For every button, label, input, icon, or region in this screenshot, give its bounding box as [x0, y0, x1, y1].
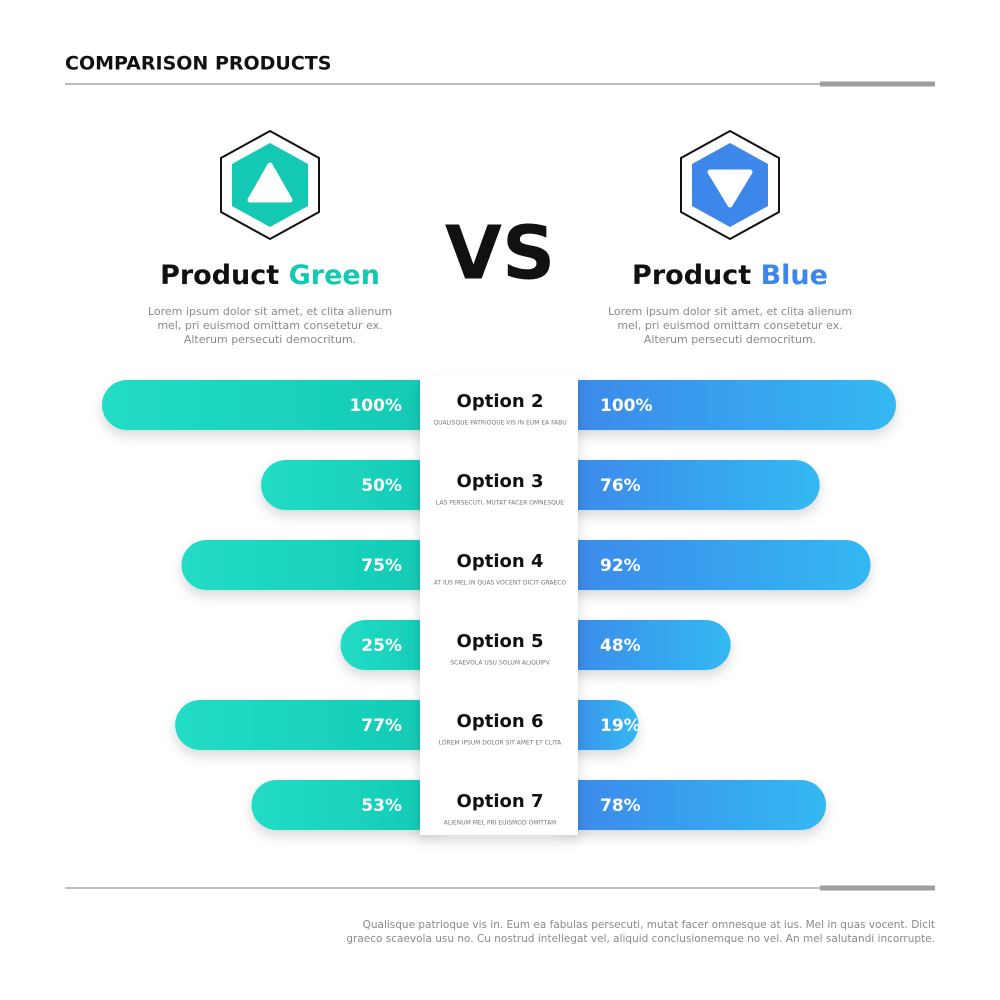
bar	[181, 540, 445, 590]
category-note: LOREM IPSUM DOLOR SIT AMET ET CLITA	[439, 740, 562, 747]
category-note: ALIENUM MEL PRI EUISMOD OMITTAM	[444, 820, 557, 827]
legend-entry: Product Blue	[632, 260, 828, 291]
bar	[553, 620, 731, 670]
value-label: 53%	[361, 796, 402, 816]
triangle-down	[707, 169, 753, 208]
bar	[553, 380, 896, 430]
value-label: 48%	[600, 636, 641, 656]
description: Lorem ipsum dolor sit amet, et clita ali…	[148, 305, 392, 318]
legend-entry: Product Green	[160, 260, 380, 291]
value-label: 92%	[600, 556, 641, 576]
category-label: Option 7	[457, 791, 544, 812]
category-note: LAS PERSECUTI, MUTAT FACER OMNESQUE	[436, 500, 564, 507]
value-label: 78%	[600, 796, 641, 816]
bar	[102, 380, 445, 430]
category-note: QUALISQUE PATRIOQUE VIS IN EUM EA FABU	[433, 420, 566, 427]
value-label: 25%	[361, 636, 402, 656]
footer-text: Qualisque patrioque vis in. Eum ea fabul…	[363, 919, 935, 931]
value-label: 76%	[600, 476, 641, 496]
value-label: 75%	[361, 556, 402, 576]
category-label: Option 4	[457, 551, 544, 572]
bar	[553, 780, 827, 830]
description: Alterum persecuti democritum.	[184, 333, 356, 346]
hex-outline	[220, 129, 320, 241]
hex-outline	[680, 129, 780, 241]
category-note: SCAEVOLA USU SOLUM ALIQUIPV	[450, 660, 550, 667]
description: Lorem ipsum dolor sit amet, et clita ali…	[608, 305, 852, 318]
description: mel, pri euismod omittam consetetur ex.	[617, 319, 842, 332]
category-label: Option 2	[457, 391, 544, 412]
bar	[553, 460, 820, 510]
category-label: Option 3	[457, 471, 544, 492]
center-panel	[420, 375, 578, 835]
vs-label: VS	[445, 211, 556, 297]
footer-text: graeco scaevola usu no. Cu nostrud intel…	[346, 933, 935, 945]
category-note: AT IUS MEL IN QUAS VOCENT DICIT GRAECO	[434, 580, 567, 587]
bar	[553, 540, 871, 590]
category-label: Option 5	[457, 631, 544, 652]
value-label: 100%	[600, 396, 653, 416]
triangle-up	[247, 162, 293, 203]
description: Alterum persecuti democritum.	[644, 333, 816, 346]
title: COMPARISON PRODUCTS	[65, 53, 331, 75]
value-label: 77%	[361, 716, 402, 736]
bar	[175, 700, 445, 750]
bar	[261, 460, 445, 510]
value-label: 50%	[361, 476, 402, 496]
description: mel, pri euismod omittam consetetur ex.	[157, 319, 382, 332]
bar	[340, 620, 445, 670]
bar	[251, 780, 445, 830]
value-label: 19%	[600, 716, 641, 736]
icons	[220, 129, 780, 241]
value-label: 100%	[349, 396, 402, 416]
category-label: Option 6	[457, 711, 544, 732]
